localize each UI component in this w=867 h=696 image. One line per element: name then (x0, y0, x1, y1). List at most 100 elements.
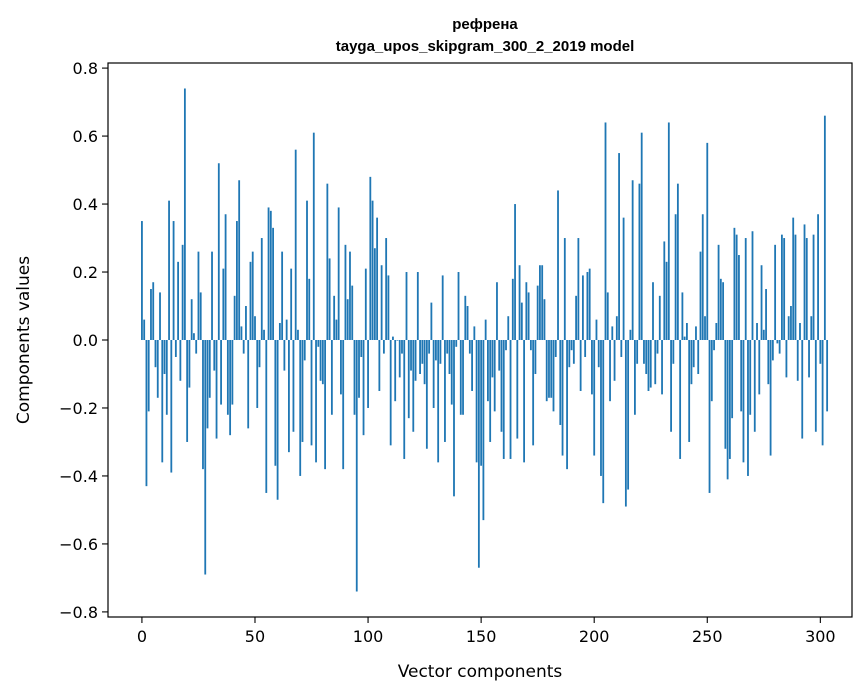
bar (161, 340, 164, 463)
x-tick-label: 250 (692, 627, 723, 646)
bar (790, 306, 792, 340)
bar (695, 326, 697, 340)
bar (767, 340, 770, 385)
bar (226, 340, 229, 415)
bar (405, 272, 408, 340)
bar-series (141, 88, 829, 592)
bar (762, 329, 765, 340)
bar (615, 316, 618, 340)
y-tick-label: 0.4 (73, 195, 98, 214)
bar (566, 340, 568, 470)
bar (529, 340, 532, 351)
bar (697, 340, 700, 374)
bar (647, 340, 650, 391)
bar (484, 319, 487, 340)
bar (817, 214, 819, 340)
bar (468, 340, 471, 354)
bar (715, 323, 718, 340)
x-tick-label: 50 (245, 627, 265, 646)
bar (340, 340, 342, 395)
bar (177, 261, 180, 340)
bar (256, 340, 259, 408)
bar (690, 340, 693, 385)
bar (674, 214, 677, 340)
bar (172, 221, 175, 340)
bar (713, 340, 715, 351)
bar (174, 340, 177, 357)
bar (600, 340, 602, 476)
bar (321, 340, 324, 385)
bar (290, 268, 293, 340)
bar (563, 238, 566, 340)
bar (206, 340, 209, 429)
bar (450, 340, 453, 405)
bar (369, 176, 372, 340)
bar (181, 244, 184, 340)
bar (360, 340, 363, 357)
bar (783, 238, 786, 340)
bar (665, 261, 668, 340)
bar (638, 183, 641, 340)
bar (245, 306, 247, 340)
bar (649, 340, 652, 388)
bar (525, 282, 528, 340)
bar (826, 340, 829, 412)
bar (333, 295, 336, 340)
bar (654, 340, 657, 385)
bar (170, 340, 173, 473)
bar (425, 340, 428, 449)
chart-subtitle: tayga_upos_skipgram_300_2_2019 model (336, 38, 635, 55)
x-axis: 0 50 100 150 200 250 300 (137, 617, 836, 646)
bar (159, 292, 161, 340)
bar (823, 115, 826, 341)
bar (487, 340, 489, 402)
bar (586, 272, 589, 340)
bar (455, 340, 458, 347)
bar (776, 340, 779, 344)
bar (532, 340, 535, 446)
bar (220, 340, 222, 405)
bar (435, 340, 437, 361)
bar (627, 340, 630, 490)
x-tick-label: 150 (466, 627, 497, 646)
bar (152, 282, 155, 340)
bar (242, 340, 245, 354)
bar (236, 221, 238, 340)
bar (204, 340, 207, 575)
bar (364, 268, 367, 340)
bar (634, 340, 636, 415)
bar (480, 340, 483, 466)
bar (211, 251, 213, 340)
bar (554, 340, 557, 357)
bar (787, 316, 790, 340)
bar (552, 340, 555, 412)
x-tick-label: 0 (137, 627, 147, 646)
bar (505, 340, 507, 351)
bar (765, 289, 767, 340)
bar (444, 340, 446, 442)
bar (281, 251, 284, 340)
bar (704, 316, 706, 340)
bar (150, 289, 152, 340)
bar (233, 295, 236, 340)
bar (324, 340, 326, 470)
bar (335, 319, 338, 340)
bar (303, 340, 306, 361)
bar (308, 278, 311, 340)
bar (423, 340, 426, 385)
bar (805, 238, 808, 340)
bar (568, 340, 571, 368)
bar (821, 340, 824, 446)
bar (190, 299, 193, 340)
bar (432, 340, 435, 408)
bar (453, 340, 455, 497)
bar (163, 340, 166, 374)
bar (410, 340, 412, 371)
bar (373, 248, 376, 340)
bar (344, 244, 347, 340)
bar (195, 340, 198, 354)
bar (482, 340, 485, 521)
bar (518, 265, 521, 340)
bar (527, 292, 530, 340)
bar (686, 323, 688, 340)
